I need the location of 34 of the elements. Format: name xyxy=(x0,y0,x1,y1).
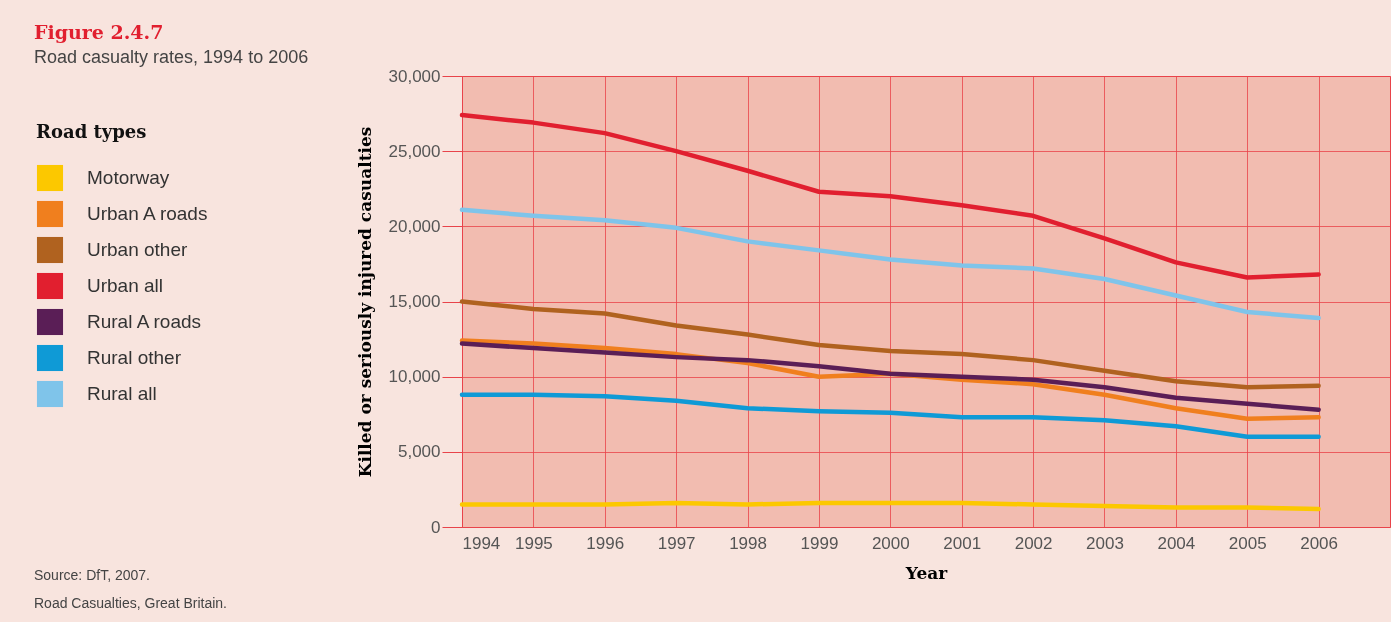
x-tick-label: 1996 xyxy=(586,533,625,553)
legend-label: Urban A roads xyxy=(87,203,208,224)
x-tick-label: 2005 xyxy=(1228,533,1267,553)
y-tick-label: 25,000 xyxy=(388,141,441,161)
x-tick-label: 1995 xyxy=(514,533,553,553)
x-tick-label: 1997 xyxy=(657,533,696,553)
legend-label: Motorway xyxy=(87,167,170,188)
x-tick-label: 2002 xyxy=(1014,533,1053,553)
legend-title: Road types xyxy=(36,121,147,142)
y-tick-label: 5,000 xyxy=(397,442,441,462)
y-tick-label: 10,000 xyxy=(388,367,441,387)
text: Road Casualties, Great Britain. xyxy=(34,595,227,611)
y-tick-label: 0 xyxy=(431,517,441,537)
y-axis-title: Killed or seriously injured casualties xyxy=(354,126,375,478)
x-tick-label: 1998 xyxy=(729,533,767,553)
text: Figure 2.4.7 xyxy=(34,21,164,43)
text: Road casualty rates, 1994 to 2006 xyxy=(34,47,309,67)
x-tick-label: 2004 xyxy=(1157,533,1196,553)
legend-label: Rural A roads xyxy=(87,311,202,332)
y-tick-label: 15,000 xyxy=(388,292,441,311)
x-axis-title: Year xyxy=(904,562,949,583)
x-tick-label: 2000 xyxy=(871,533,910,553)
x-tick-label: 1994 xyxy=(462,533,501,553)
x-tick-label: 2003 xyxy=(1086,533,1124,553)
legend-label: Urban other xyxy=(87,239,189,260)
x-tick-label: 2006 xyxy=(1300,533,1339,553)
y-tick-label: 30,000 xyxy=(388,66,441,86)
x-tick-label: 2001 xyxy=(943,533,982,553)
legend-label: Rural other xyxy=(87,347,182,368)
legend-label: Urban all xyxy=(87,275,164,296)
legend-label: Rural all xyxy=(87,383,157,404)
y-tick-label: 20,000 xyxy=(388,216,441,236)
source-note: Source: DfT, 2007. xyxy=(34,567,150,583)
x-tick-label: 1999 xyxy=(800,533,839,553)
